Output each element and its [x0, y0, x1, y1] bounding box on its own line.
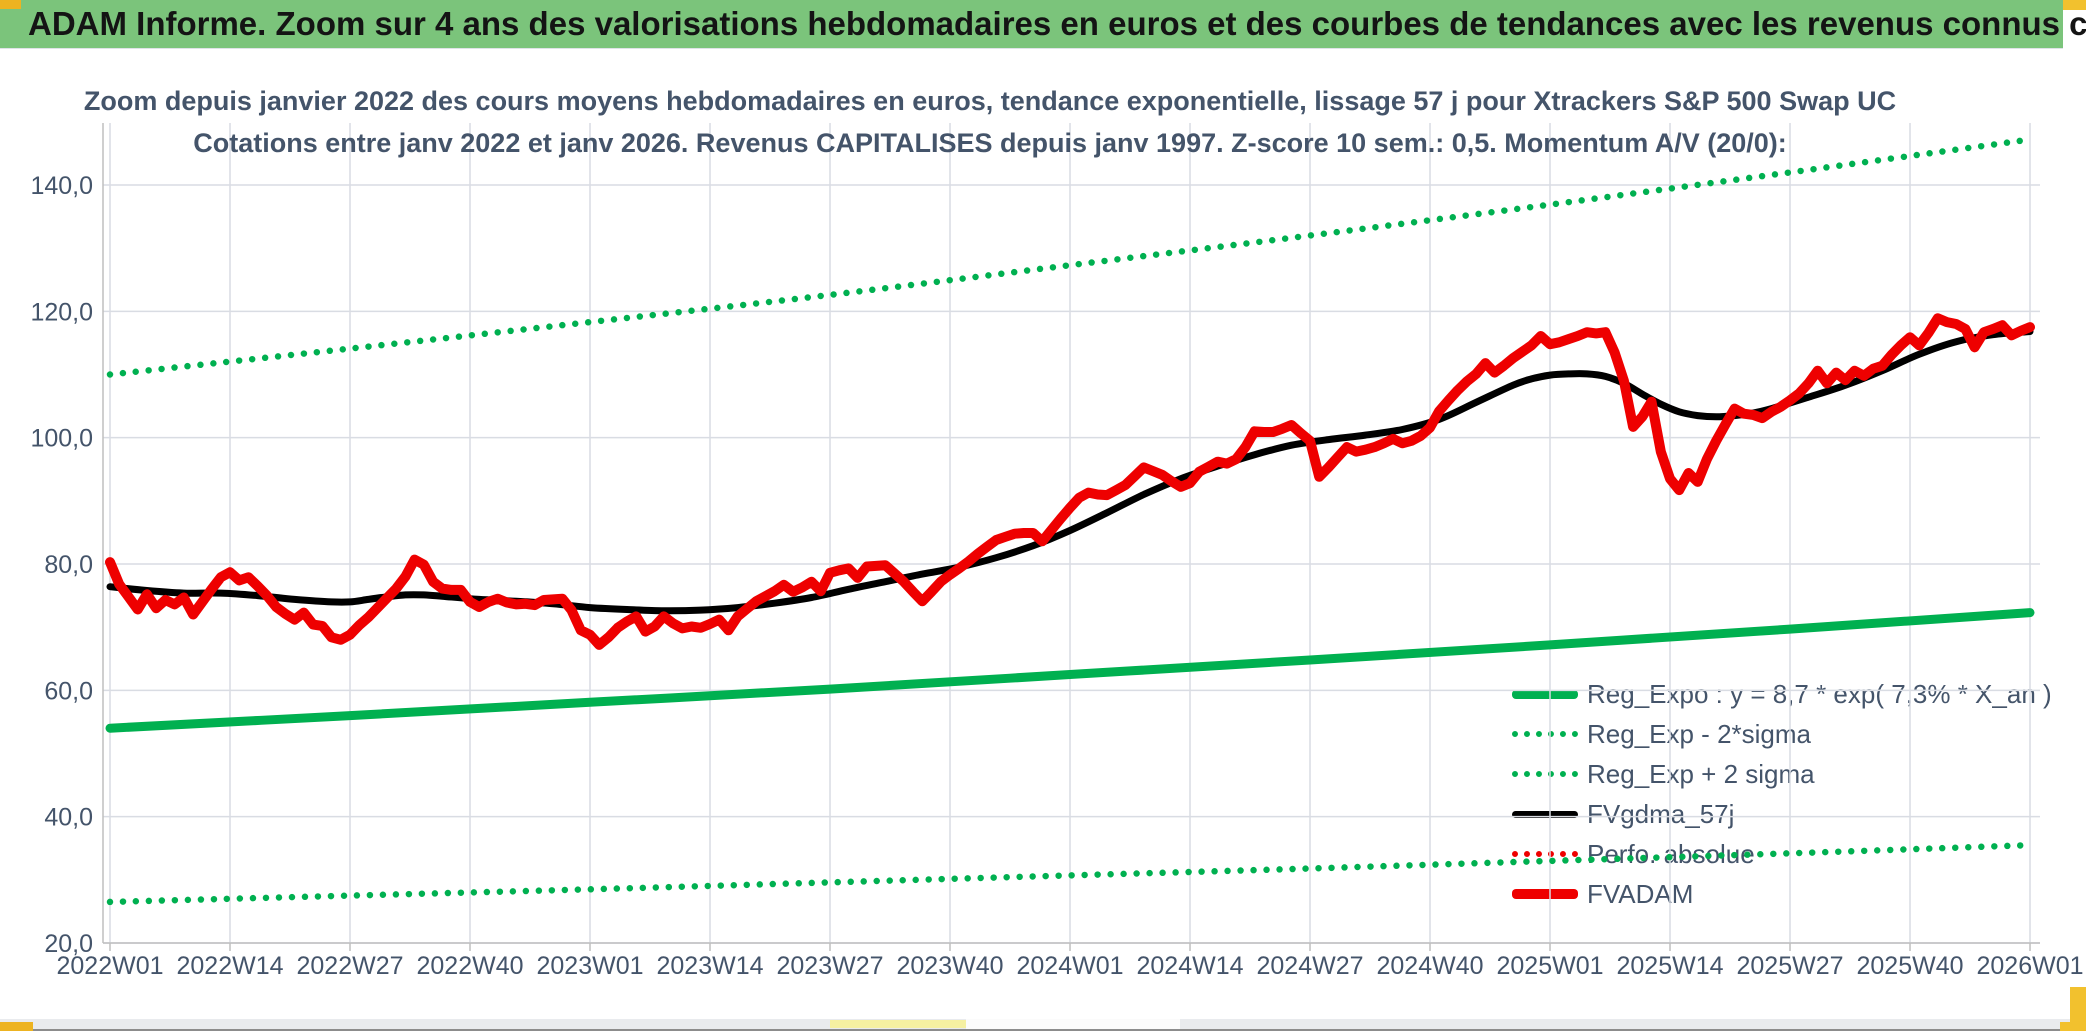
- sheet-corner-accent-bottom-right-foot: [2060, 1022, 2086, 1031]
- legend-item-reg-expo: Reg_Expo : y = 8,7 * exp( 7,3% * X_an ): [1512, 674, 2052, 714]
- dotted-line-swatch-icon: [1512, 731, 1578, 737]
- chart-legend: Reg_Expo : y = 8,7 * exp( 7,3% * X_an ) …: [1512, 674, 2052, 914]
- x-axis-tick-label: 2023W14: [656, 952, 763, 980]
- y-axis-tick-label: 20,0: [44, 930, 93, 958]
- top-banner: ADAM Informe. Zoom sur 4 ans des valoris…: [0, 0, 2086, 49]
- banner-title: ADAM Informe. Zoom sur 4 ans des valoris…: [28, 5, 2086, 42]
- line-swatch-icon: [1512, 889, 1578, 899]
- series-line-perfo-absolue: [107, 315, 2033, 648]
- x-axis-tick-label: 2024W01: [1016, 952, 1123, 980]
- x-axis-tick-label: 2025W40: [1856, 952, 1963, 980]
- x-axis-tick-label: 2023W01: [536, 952, 643, 980]
- legend-label: FVgdma_57j: [1587, 798, 1735, 829]
- y-axis-tick-label: 60,0: [44, 677, 93, 705]
- line-swatch-icon: [1512, 810, 1578, 818]
- sheet-corner-accent-top-left: [0, 0, 21, 9]
- chart-title-line2: Cotations entre janv 2022 et janv 2026. …: [193, 128, 1787, 158]
- legend-label: Perfo. absolue: [1587, 838, 1755, 869]
- legend-item-fvgdma: FVgdma_57j: [1512, 794, 2052, 834]
- x-axis-tick-label: 2025W14: [1616, 952, 1723, 980]
- window-bottom-edge: [0, 1029, 2086, 1031]
- x-axis-tick-label: 2024W27: [1256, 952, 1363, 980]
- line-swatch-icon: [1512, 689, 1578, 699]
- legend-item-reg-plus-2sigma: Reg_Exp + 2 sigma: [1512, 754, 2052, 794]
- y-axis-tick-label: 140,0: [30, 172, 93, 200]
- sheet-corner-accent-bottom-right: [2070, 987, 2086, 1031]
- chart-title-line1: Zoom depuis janvier 2022 des cours moyen…: [83, 86, 1897, 116]
- x-axis-tick-label: 2022W27: [296, 952, 403, 980]
- dotted-line-swatch-icon: [1512, 851, 1578, 857]
- x-axis-tick-label: 2023W27: [776, 952, 883, 980]
- legend-item-perfo-absolue: Perfo. absolue: [1512, 834, 2052, 874]
- sheet-corner-accent-bottom-left: [0, 1022, 33, 1031]
- scrollbar-highlight-segment: [830, 1020, 966, 1028]
- scrollbar-thumb[interactable]: [966, 1019, 1180, 1029]
- y-axis-tick-label: 80,0: [44, 551, 93, 579]
- x-axis-tick-label: 2022W01: [56, 952, 163, 980]
- legend-label: Reg_Exp + 2 sigma: [1587, 758, 1815, 789]
- x-axis-tick-label: 2025W01: [1496, 952, 1603, 980]
- x-axis-tick-label: 2023W40: [896, 952, 1003, 980]
- dotted-line-swatch-icon: [1512, 771, 1578, 777]
- series-line-fvadam: [105, 313, 2035, 650]
- chart-title: Zoom depuis janvier 2022 des cours moyen…: [0, 80, 1980, 164]
- legend-label: Reg_Expo : y = 8,7 * exp( 7,3% * X_an ): [1587, 678, 2052, 709]
- x-axis-tick-label: 2024W40: [1376, 952, 1483, 980]
- x-axis-tick-label: 2022W40: [416, 952, 523, 980]
- y-axis-tick-label: 100,0: [30, 425, 93, 453]
- legend-label: FVADAM: [1587, 878, 1694, 909]
- y-axis-tick-label: 40,0: [44, 804, 93, 832]
- sheet-corner-accent-top-right: [2063, 0, 2086, 10]
- legend-item-reg-minus-2sigma: Reg_Exp - 2*sigma: [1512, 714, 2052, 754]
- series-line-reg-exp-2-sigma: [106, 136, 2034, 378]
- x-axis-tick-label: 2025W27: [1736, 952, 1843, 980]
- legend-item-fvadam: FVADAM: [1512, 874, 2052, 914]
- x-axis-tick-label: 2026W01: [1976, 952, 2083, 980]
- x-axis-tick-label: 2022W14: [176, 952, 283, 980]
- y-axis-tick-label: 120,0: [30, 298, 93, 326]
- x-axis-tick-label: 2024W14: [1136, 952, 1243, 980]
- series-line-fvgdma-57j: [106, 328, 2034, 615]
- legend-label: Reg_Exp - 2*sigma: [1587, 718, 1811, 749]
